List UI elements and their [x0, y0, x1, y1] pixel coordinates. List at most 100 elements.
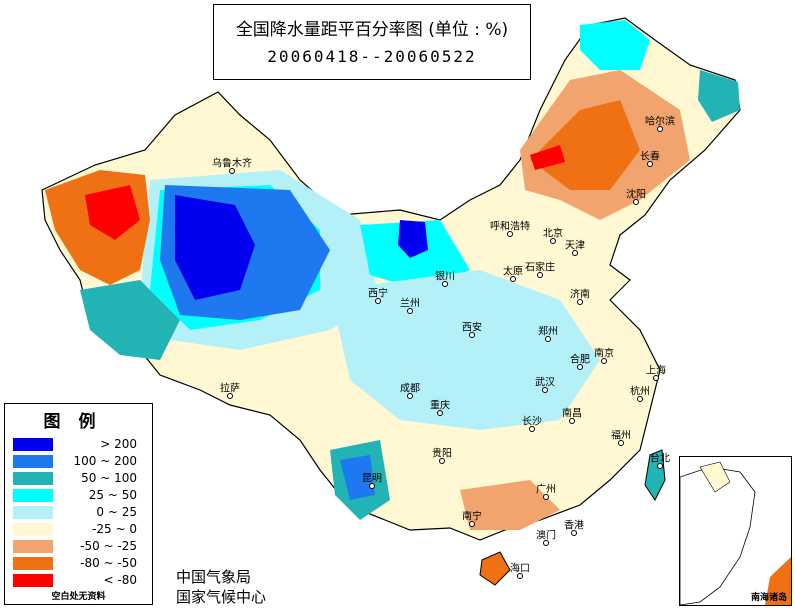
legend-swatch: [13, 489, 53, 502]
city-marker: [572, 250, 578, 256]
legend-label: 100 ~ 200: [73, 454, 138, 468]
legend-row: 50 ~ 100: [13, 470, 149, 487]
legend-swatch: [13, 523, 53, 536]
region-blue-southwest: [340, 455, 375, 500]
city-marker: [633, 199, 639, 205]
city-label: 澳门: [536, 530, 556, 542]
city-marker: [571, 530, 577, 536]
city-label: 太原: [503, 266, 523, 278]
city-marker: [542, 387, 548, 393]
city-marker: [439, 458, 445, 464]
city-marker: [442, 281, 448, 287]
city-label: 杭州: [630, 386, 650, 398]
city-label: 贵阳: [432, 448, 452, 460]
map-title: 全国降水量距平百分率图 (单位 : %): [235, 20, 509, 40]
city-marker: [227, 393, 233, 399]
city-label: 银川: [435, 271, 455, 283]
city-label: 济南: [570, 289, 590, 301]
city-label: 南宁: [462, 511, 482, 523]
city-marker: [637, 396, 643, 402]
legend-row: -50 ~ -25: [13, 538, 149, 555]
city-marker: [618, 440, 624, 446]
city-marker: [657, 126, 663, 132]
city-label: 郑州: [538, 326, 558, 338]
city-marker: [569, 418, 575, 424]
legend-swatch: [13, 540, 53, 553]
city-marker: [543, 494, 549, 500]
legend-swatch: [13, 506, 53, 519]
legend-label: < -80: [103, 573, 137, 587]
city-label: 兰州: [400, 298, 420, 310]
legend-swatch: [13, 574, 53, 587]
legend-swatch: [13, 438, 53, 451]
legend-row: 0 ~ 25: [13, 504, 149, 521]
legend-swatch: [13, 455, 53, 468]
city-label: 石家庄: [525, 262, 555, 274]
city-marker: [469, 332, 475, 338]
legend-label: -25 ~ 0: [92, 522, 137, 536]
city-marker: [229, 168, 235, 174]
legend-row: 100 ~ 200: [13, 453, 149, 470]
city-marker: [529, 426, 535, 432]
city-marker: [550, 238, 556, 244]
inset-map: [679, 461, 791, 606]
legend-row: -80 ~ -50: [13, 555, 149, 572]
region-darkblue-north: [398, 220, 428, 258]
city-label: 合肥: [570, 354, 590, 366]
city-marker: [537, 272, 543, 278]
city-marker: [510, 276, 516, 282]
credit-agency: 中国气象局: [176, 568, 252, 586]
legend-row: > 200: [13, 436, 149, 453]
city-marker: [517, 573, 523, 579]
credit-center: 国家气候中心: [176, 588, 267, 606]
city-marker: [577, 364, 583, 370]
region-teal-west: [80, 280, 180, 360]
region-orange-south: [460, 480, 560, 530]
city-marker: [543, 540, 549, 546]
legend: 图例 > 200 100 ~ 200 50 ~ 100 25 ~ 50 0 ~ 25 -2…: [4, 403, 153, 605]
city-label: 哈尔滨: [645, 116, 675, 128]
legend-label: -80 ~ -50: [80, 556, 137, 570]
date-range: 20060418--20060522: [267, 47, 477, 66]
region-cyan-northeast: [580, 20, 650, 70]
city-marker: [469, 521, 475, 527]
city-marker: [577, 299, 583, 305]
city-label: 成都: [400, 383, 420, 395]
city-label: 拉萨: [220, 383, 240, 395]
legend-note: 空白处无资料: [51, 592, 106, 602]
region-red-northeast: [530, 145, 565, 170]
legend-swatch: [13, 472, 53, 485]
south-china-sea-inset: 南海诸岛: [679, 456, 792, 606]
region-teal-east-coast: [698, 70, 740, 122]
city-label: 南昌: [562, 408, 582, 420]
city-label: 昆明: [362, 473, 382, 485]
map-title-box: 全国降水量距平百分率图 (单位 : %) 20060418--20060522: [213, 4, 531, 80]
city-label: 南京: [594, 348, 614, 360]
city-label: 乌鲁木齐: [212, 158, 252, 170]
city-label: 台北: [650, 453, 670, 465]
city-label: 呼和浩特: [490, 221, 530, 233]
city-marker: [647, 161, 653, 167]
city-label: 重庆: [430, 400, 450, 412]
city-label: 海口: [510, 563, 530, 575]
region-cyan-taiwan: [644, 449, 666, 501]
region-red-northwest: [85, 185, 140, 240]
city-marker: [657, 463, 663, 469]
city-label: 西安: [462, 322, 482, 334]
city-marker: [601, 358, 607, 364]
city-label: 上海: [646, 365, 666, 377]
city-marker: [375, 298, 381, 304]
city-label: 福州: [611, 430, 631, 442]
city-label: 长春: [640, 151, 660, 163]
region-darkblue-west: [175, 195, 255, 300]
city-label: 武汉: [535, 377, 555, 389]
legend-title: 图例: [43, 412, 114, 432]
city-label: 沈阳: [626, 189, 646, 201]
city-label: 西宁: [368, 288, 388, 300]
city-label: 广州: [536, 484, 556, 496]
city-marker: [437, 410, 443, 416]
legend-label: 25 ~ 50: [88, 488, 137, 502]
city-label: 香港: [564, 520, 584, 532]
legend-label: > 200: [100, 437, 137, 451]
